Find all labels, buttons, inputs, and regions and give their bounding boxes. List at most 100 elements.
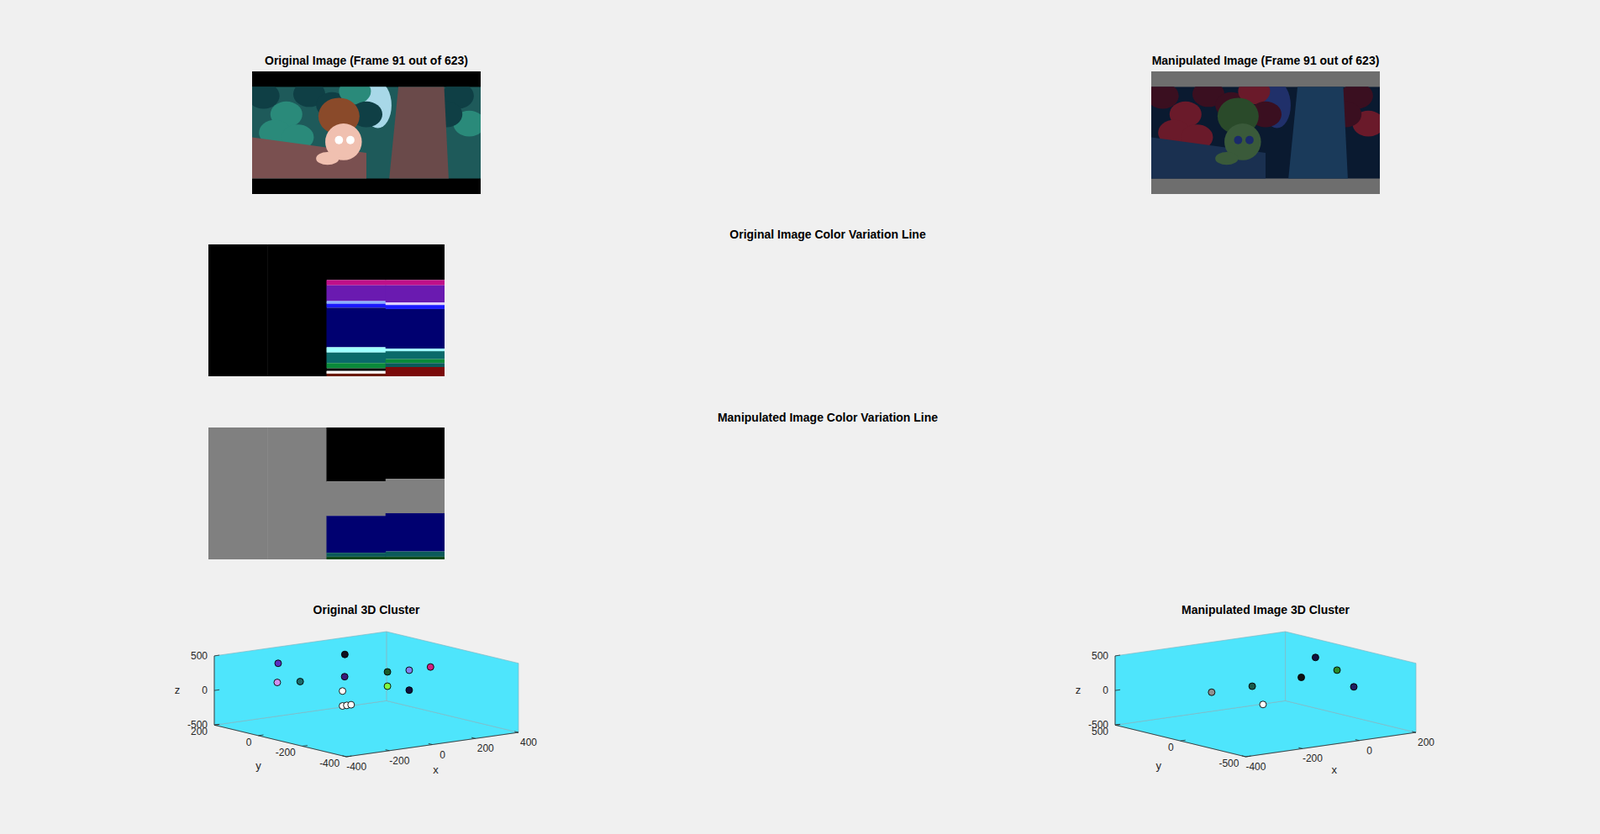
x-tick-label: 0: [1366, 745, 1373, 758]
color-band: [326, 244, 387, 280]
color-band: [385, 348, 445, 352]
hand: [1215, 152, 1238, 165]
letterbox: [252, 71, 481, 195]
color-band: [385, 513, 445, 553]
trunk: [1288, 86, 1348, 179]
x-tick: [1355, 740, 1360, 742]
data-point: [341, 651, 348, 658]
letterbox: [1151, 71, 1380, 195]
color-band: [326, 363, 387, 369]
data-point: [426, 663, 434, 671]
chart-title: Manipulated Image (Frame 91 out of 623): [1152, 53, 1380, 68]
points: [1208, 654, 1358, 709]
eye: [1233, 136, 1243, 145]
data-point: [384, 683, 391, 690]
color-band: [326, 371, 387, 374]
image-frame: [1147, 71, 1385, 195]
color-band: [385, 478, 445, 514]
y-axis-label: y: [1155, 759, 1162, 773]
z-tick: [214, 724, 220, 727]
strip-plot: [208, 427, 445, 560]
x-tick: [514, 731, 519, 733]
eye: [334, 136, 343, 145]
points: [273, 651, 434, 710]
chart-title: Original Image (Frame 91 out of 623): [264, 53, 469, 68]
y-axis-label: y: [255, 759, 262, 773]
color-band: [267, 427, 327, 560]
y-tick: [214, 724, 220, 727]
data-point: [296, 678, 304, 685]
x-tick-label: 200: [1417, 736, 1435, 749]
x-tick-label: 400: [520, 736, 537, 749]
y-tick: [1115, 724, 1121, 727]
image-frame: [247, 71, 486, 195]
z-tick: [214, 655, 220, 658]
y-tick-label: 0: [1168, 742, 1174, 754]
axes-3d: [214, 631, 519, 758]
color-band: [385, 351, 445, 359]
z-tick-label: 0: [201, 684, 208, 697]
data-point: [273, 679, 281, 687]
chart-title: Manipulated Image 3D Cluster: [1181, 603, 1350, 617]
z-tick: [1115, 689, 1121, 692]
data-point: [274, 660, 282, 668]
x-axis-line: [1245, 732, 1416, 758]
color-band: [385, 309, 445, 349]
z-tick-label: 500: [190, 650, 208, 663]
axes-pane: [1285, 631, 1416, 733]
x-tick: [385, 750, 390, 752]
y-tick: [346, 756, 352, 758]
y-tick: [1180, 740, 1186, 743]
color-band: [326, 301, 387, 305]
color-band: [385, 557, 445, 560]
y-axis-line: [1115, 725, 1246, 758]
color-band: [385, 279, 445, 285]
color-band: [385, 367, 445, 377]
color-band: [326, 427, 387, 482]
x-tick: [1242, 756, 1247, 758]
data-point: [1259, 701, 1267, 709]
data-point: [1248, 683, 1256, 690]
color-band: [326, 368, 387, 372]
data-point: [341, 673, 348, 681]
color-band: [385, 427, 445, 479]
data-point: [339, 688, 347, 695]
color-band: [326, 557, 387, 560]
color-band: [385, 359, 445, 364]
axes-3d: [1115, 631, 1416, 758]
hand: [315, 152, 339, 165]
color-band: [326, 515, 387, 553]
x-tick: [1298, 747, 1303, 749]
color-band: [385, 302, 445, 306]
color-band: [326, 373, 387, 377]
axes-pane: [1115, 631, 1286, 726]
x-axis-line: [346, 732, 519, 758]
y-tick-label: -200: [275, 747, 296, 759]
y-tick-label: 0: [246, 736, 253, 749]
y-tick: [257, 734, 264, 737]
x-tick: [428, 743, 433, 745]
data-point: [405, 667, 413, 674]
y-tick-label: -500: [1218, 757, 1239, 770]
color-band: [267, 244, 327, 377]
z-tick-label: 0: [1102, 684, 1109, 697]
data-point: [1311, 654, 1319, 662]
y-tick: [302, 745, 308, 748]
color-band: [326, 352, 387, 364]
eye: [346, 136, 355, 145]
z-axis-label: z: [174, 684, 181, 697]
color-band: [385, 305, 445, 310]
color-band: [385, 363, 445, 368]
z-axis-label: z: [1075, 684, 1082, 697]
x-tick: [471, 737, 476, 739]
z-tick: [214, 689, 220, 692]
data-point: [1298, 674, 1306, 682]
data-point: [405, 687, 413, 695]
data-point: [347, 701, 355, 709]
trunk: [389, 86, 449, 179]
color-band: [385, 244, 445, 280]
y-tick-label: -400: [319, 757, 340, 770]
color-band: [208, 244, 269, 377]
z-tick-label: 500: [1091, 650, 1109, 663]
x-tick: [1411, 731, 1416, 733]
